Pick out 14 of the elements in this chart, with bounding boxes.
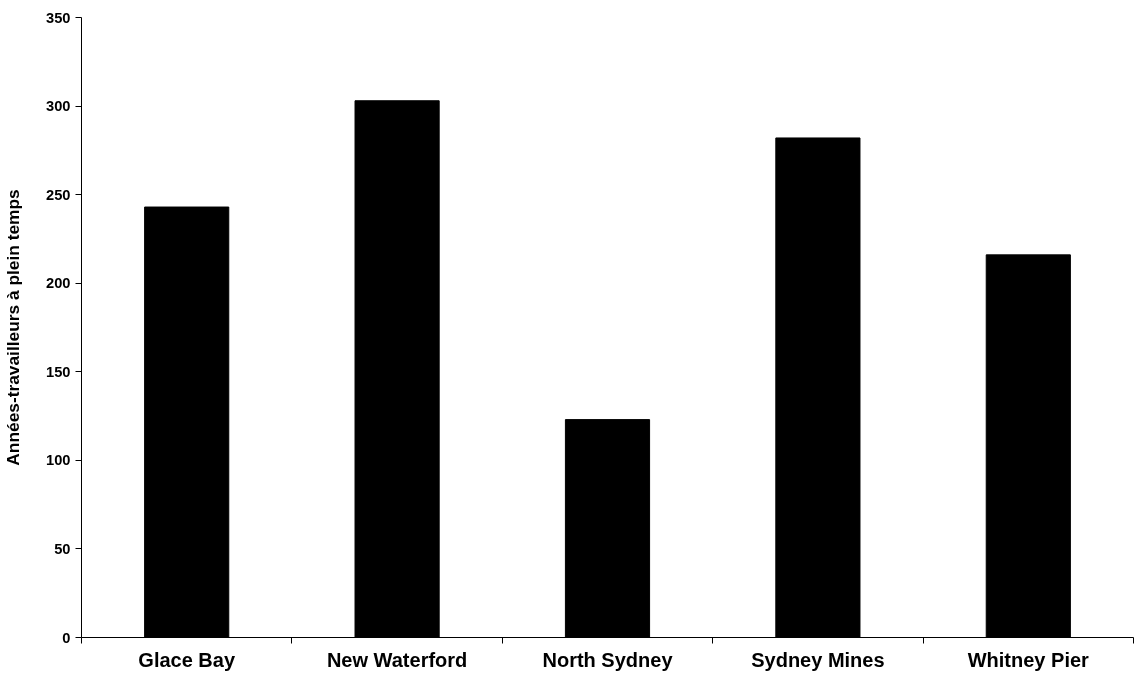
y-axis-title: Années-travailleurs à plein temps: [3, 189, 24, 466]
y-tick-label: 250: [46, 186, 71, 203]
y-tick-label: 300: [46, 98, 71, 115]
y-tick-label: 100: [46, 452, 71, 469]
y-tick-label: 350: [46, 9, 71, 26]
y-tick-label: 0: [62, 629, 71, 646]
y-tick-label: 50: [54, 540, 71, 557]
x-tick-label: Glace Bay: [138, 648, 236, 671]
x-tick-label: Whitney Pier: [967, 648, 1090, 671]
x-tick-label: North Sydney: [542, 648, 674, 671]
x-tick-label: New Waterford: [326, 648, 468, 671]
y-tick-label: 150: [46, 363, 71, 380]
y-tick-label: 200: [46, 275, 71, 292]
x-tick-label: Sydney Mines: [751, 648, 885, 671]
